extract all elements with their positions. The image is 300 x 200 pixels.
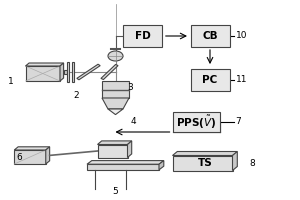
Polygon shape xyxy=(101,64,118,80)
Polygon shape xyxy=(172,152,237,156)
Text: 11: 11 xyxy=(236,75,247,84)
Polygon shape xyxy=(26,63,64,66)
Polygon shape xyxy=(77,64,100,80)
Polygon shape xyxy=(98,141,132,144)
Polygon shape xyxy=(232,152,237,170)
Text: PPS($\tilde{V}$): PPS($\tilde{V}$) xyxy=(176,113,217,131)
Bar xyxy=(102,81,129,98)
Text: 2: 2 xyxy=(74,90,79,99)
Text: 10: 10 xyxy=(236,31,247,40)
Bar xyxy=(67,62,69,82)
Polygon shape xyxy=(87,161,164,164)
Bar xyxy=(190,25,230,47)
Polygon shape xyxy=(128,141,132,158)
Text: 7: 7 xyxy=(236,117,241,127)
Text: 5: 5 xyxy=(112,188,118,196)
Bar xyxy=(14,150,46,164)
Text: CB: CB xyxy=(202,31,218,41)
Bar xyxy=(64,70,67,74)
Text: 3: 3 xyxy=(128,83,133,92)
Bar xyxy=(87,164,159,170)
Polygon shape xyxy=(60,63,64,81)
Circle shape xyxy=(108,51,123,61)
Bar xyxy=(72,62,74,82)
Bar xyxy=(172,156,233,170)
Polygon shape xyxy=(14,147,50,150)
Text: 8: 8 xyxy=(249,158,255,168)
Bar xyxy=(123,25,162,47)
Polygon shape xyxy=(159,161,164,170)
Bar xyxy=(98,144,128,158)
Polygon shape xyxy=(108,109,123,115)
Text: TS: TS xyxy=(198,158,213,168)
Text: 6: 6 xyxy=(16,154,22,162)
Bar xyxy=(190,69,230,91)
Text: FD: FD xyxy=(135,31,150,41)
Polygon shape xyxy=(102,98,129,109)
Text: 1: 1 xyxy=(8,76,13,86)
Text: PC: PC xyxy=(202,75,217,85)
Bar xyxy=(173,112,220,132)
Bar xyxy=(26,66,60,81)
Text: 4: 4 xyxy=(130,117,136,127)
Polygon shape xyxy=(46,147,50,164)
